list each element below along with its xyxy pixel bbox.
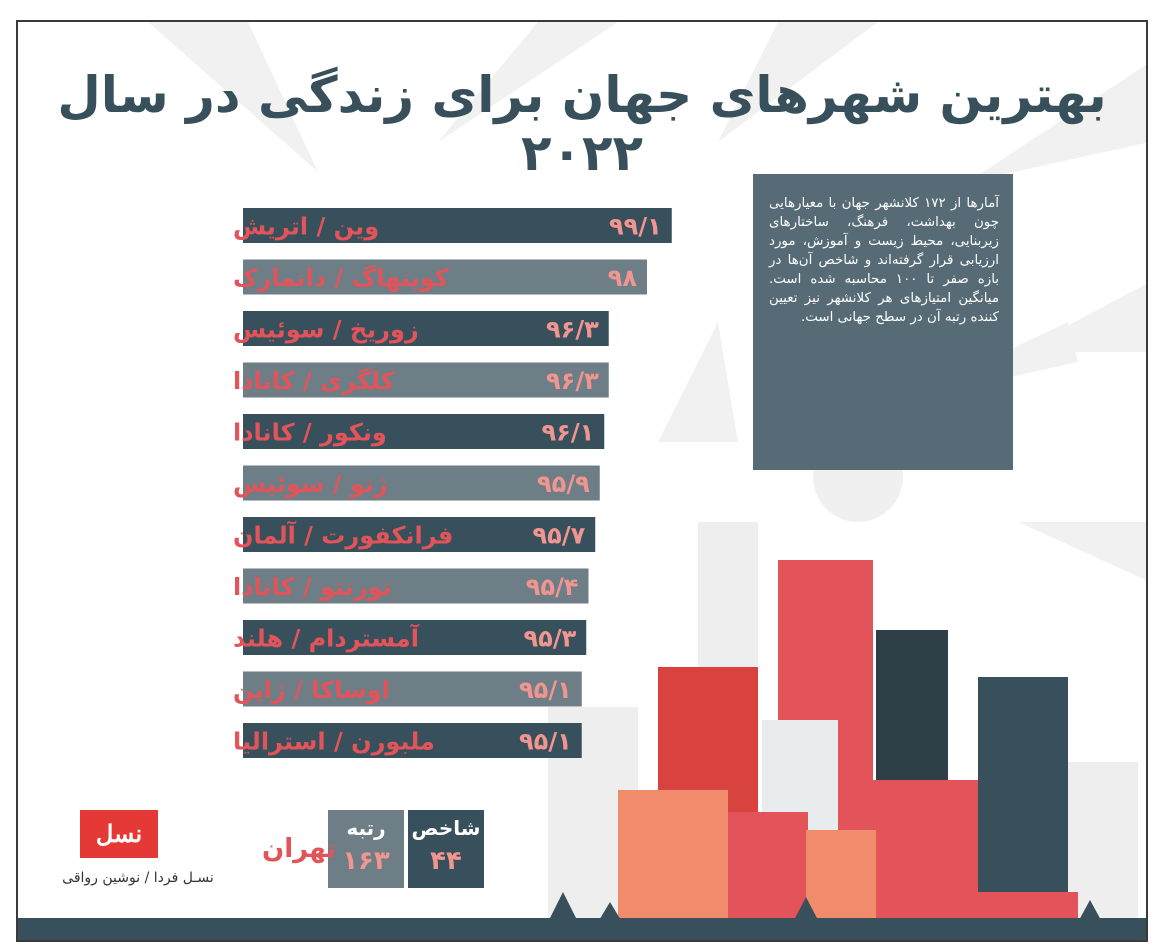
bar-value-label: ۹۵/۱ [519,728,572,756]
category-label: فرانکفورت / آلمان [233,521,453,550]
bar [243,671,582,707]
page-title: بهترین شهرهای جهان برای زندگی در سال ۲۰۲… [57,66,1107,182]
bar-value-label: ۹۹/۱ [609,213,662,241]
credit-text: نسـل فردا / نوشین رواقی [62,870,214,886]
category-label: کلگری / کانادا [233,367,395,395]
bar-chart: ۹۹/۱ وین / اتریش ۹۸ کوپنهاگ / دانمارک ۹۶/۳ زو… [233,208,672,758]
category-label: وین / اتریش [233,213,379,241]
bar [243,259,647,295]
tehran-index-box: شاخص ۴۴ [408,810,484,888]
bar-value-label: ۹۵/۴ [526,573,579,601]
footer-bar [18,918,1146,940]
bar-value-label: ۹۶/۳ [546,316,599,344]
rank-value: ۱۶۳ [342,846,390,876]
category-label: ملبورن / استرالیا [233,728,435,756]
brand-logo: نسل فردا [80,810,158,896]
category-label: تورنتو / کانادا [233,573,392,601]
info-text: آمارها از ۱۷۲ کلانشهر جهان با معیارهایی … [769,196,999,325]
bar-value-label: ۹۵/۱ [519,676,572,704]
bar-value-label: ۹۶/۱ [542,419,595,447]
infographic-card: بهترین شهرهای جهان برای زندگی در سال ۲۰۲… [16,20,1148,942]
category-label: اوساکا / ژاپن [233,676,390,704]
category-label: آمستردام / هلند [233,624,420,653]
bar [243,517,596,552]
bar-value-label: ۹۵/۹ [537,470,590,498]
bar [243,723,582,758]
bar [243,568,589,604]
bar [243,465,600,501]
bar [243,208,672,243]
bar [243,620,587,655]
index-value: ۴۴ [430,846,462,876]
category-label: کوپنهاگ / دانمارک [233,264,449,292]
bar-value-label: ۹۵/۳ [524,625,577,653]
tehran-label: تهران [262,834,337,864]
bar [243,311,609,346]
bar-value-label: ۹۶/۳ [546,367,599,395]
city-skyline-illustration [548,522,1138,922]
bar-value-label: ۹۸ [608,264,638,292]
tehran-rank-box: رتبه ۱۶۳ [328,810,404,888]
category-label: زوریخ / سوئیس [233,316,419,344]
info-box: آمارها از ۱۷۲ کلانشهر جهان با معیارهایی … [753,174,1013,470]
bar [243,362,609,398]
bar [243,414,605,449]
bar-value-label: ۹۵/۷ [533,522,586,550]
category-label: ژنو / سوئیس [233,470,388,498]
index-label: شاخص [411,816,481,840]
category-label: ونکور / کانادا [233,419,387,447]
rank-label: رتبه [346,816,386,840]
